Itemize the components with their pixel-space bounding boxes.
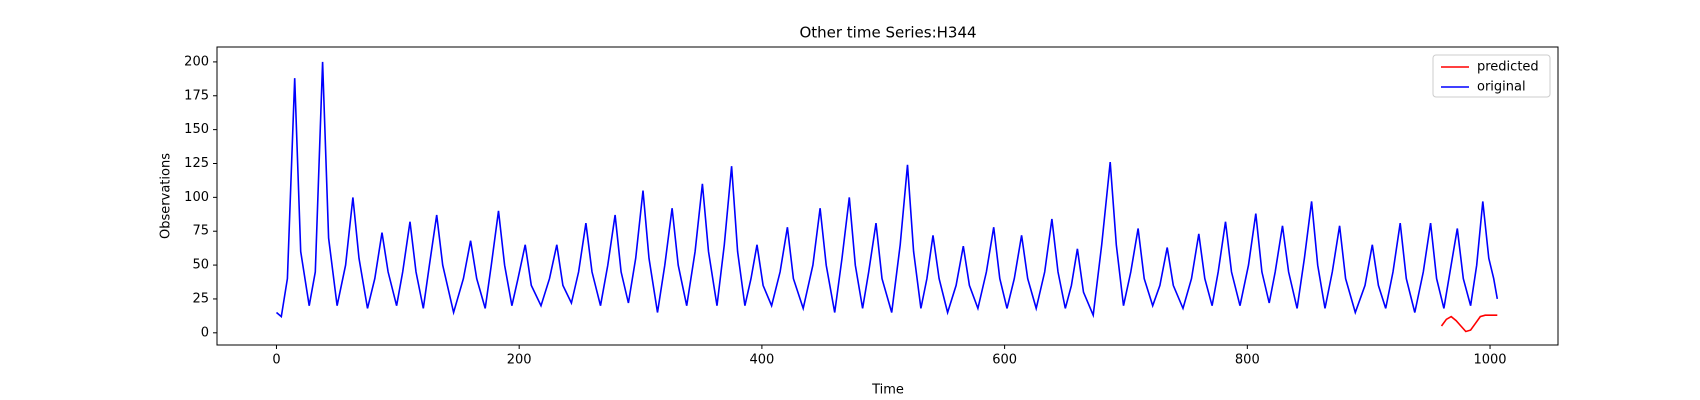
x-tick-label: 1000 bbox=[1473, 353, 1506, 368]
x-tick-label: 400 bbox=[749, 353, 774, 368]
legend-label: original bbox=[1477, 80, 1526, 95]
y-axis-label: Observations bbox=[159, 153, 174, 239]
y-tick-label: 175 bbox=[184, 88, 209, 103]
x-axis-label: Time bbox=[871, 383, 904, 398]
series-line bbox=[275, 61, 1499, 319]
x-tick-label: 800 bbox=[1235, 353, 1260, 368]
y-tick-label: 100 bbox=[184, 190, 209, 205]
y-tick-label: 25 bbox=[192, 291, 209, 306]
plot-frame bbox=[216, 46, 1559, 346]
y-tick-label: 0 bbox=[201, 325, 209, 340]
chart-title: Other time Series:H344 bbox=[799, 24, 976, 42]
y-tick-label: 75 bbox=[192, 224, 209, 239]
series-line bbox=[1440, 314, 1498, 333]
legend-label: predicted bbox=[1477, 60, 1539, 75]
y-tick-label: 50 bbox=[192, 258, 209, 273]
x-tick-label: 600 bbox=[992, 353, 1017, 368]
y-tick-label: 125 bbox=[184, 156, 209, 171]
x-tick-label: 200 bbox=[507, 353, 532, 368]
y-tick-label: 150 bbox=[184, 122, 209, 137]
x-tick-label: 0 bbox=[272, 353, 280, 368]
y-tick-label: 200 bbox=[184, 54, 209, 69]
